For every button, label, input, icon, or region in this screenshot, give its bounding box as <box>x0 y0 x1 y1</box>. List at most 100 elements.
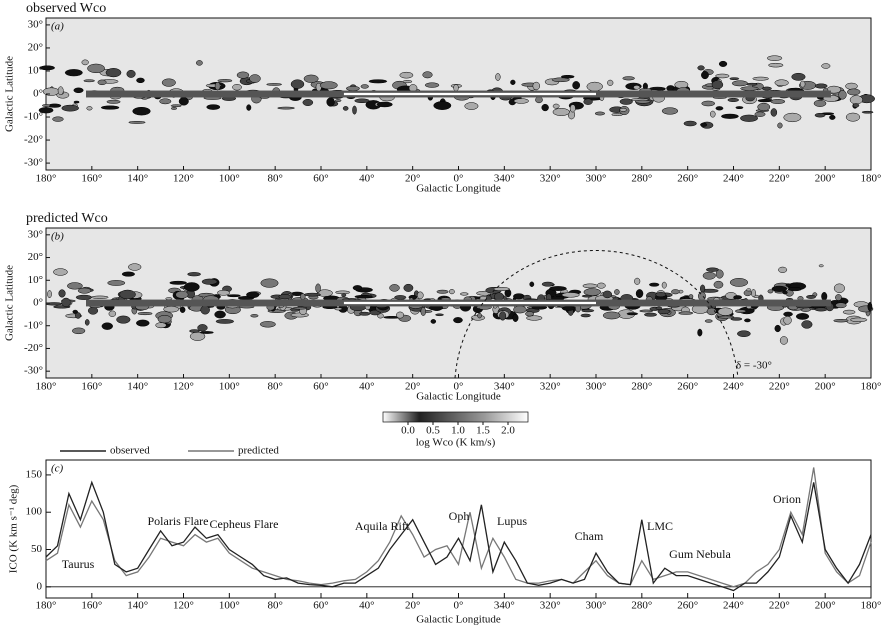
cloud <box>783 112 802 123</box>
annotation: Polaris Flare <box>148 514 209 528</box>
annotation: Oph <box>449 509 470 523</box>
cloud <box>187 272 201 277</box>
cloud <box>842 309 856 315</box>
cloud <box>770 108 778 117</box>
cloud <box>67 282 83 290</box>
cloud <box>73 87 84 94</box>
y-tick-label: 0 <box>37 580 43 592</box>
cloud <box>169 280 187 285</box>
cloud <box>715 73 730 79</box>
cloud <box>766 55 783 61</box>
cloud <box>717 315 735 319</box>
panel-label: (c) <box>51 463 64 475</box>
x-tick-label: 140° <box>127 173 148 185</box>
cloud <box>552 103 560 109</box>
annotation: δ = -30° <box>736 360 772 372</box>
y-tick-label: -30° <box>24 365 43 377</box>
cloud <box>683 120 697 127</box>
cloud <box>183 282 200 292</box>
annotation: Gum Nebula <box>669 547 731 561</box>
cloud <box>136 319 150 327</box>
cloud <box>529 281 535 287</box>
x-tick-label: 220° <box>769 600 790 612</box>
cloud <box>661 281 667 289</box>
annotation: LMC <box>647 519 673 533</box>
cloud <box>731 80 748 87</box>
cloud <box>227 294 241 298</box>
cloud <box>100 105 120 110</box>
annotation: Taurus <box>62 557 95 571</box>
cloud <box>236 71 250 79</box>
cloud <box>75 312 82 319</box>
cloud <box>354 294 373 299</box>
cloud <box>700 122 708 127</box>
annotation: Cham <box>575 529 604 543</box>
cloud <box>513 305 527 314</box>
cloud <box>399 71 414 79</box>
cloud <box>159 98 172 105</box>
cloud <box>729 77 740 81</box>
x-tick-label: 20° <box>405 173 420 185</box>
x-tick-label: 300° <box>586 381 607 393</box>
x-tick-label: 100° <box>219 600 240 612</box>
x-tick-label: 120° <box>173 600 194 612</box>
cloud <box>315 283 321 293</box>
cloud <box>622 76 635 81</box>
cloud <box>821 63 831 69</box>
cloud <box>852 103 860 108</box>
x-tick-label: 280° <box>631 173 652 185</box>
cloud <box>713 280 724 289</box>
cloud <box>771 285 788 292</box>
cloud <box>352 285 363 291</box>
cloud <box>155 322 167 329</box>
x-tick-label: 260° <box>677 381 698 393</box>
colorbar <box>382 411 529 423</box>
cloud <box>783 316 792 325</box>
cloud <box>644 312 657 317</box>
annotation: Cepheus Flare <box>210 517 279 531</box>
x-tick-label: 0° <box>454 173 464 185</box>
cloud <box>246 104 252 111</box>
panel-title: observed Wco <box>26 1 106 16</box>
cloud <box>453 84 459 92</box>
y-tick-label: 50 <box>31 543 43 555</box>
cloud <box>157 315 172 324</box>
cloud <box>847 88 861 96</box>
x-tick-label: 40° <box>359 173 374 185</box>
x-tick-label: 40° <box>359 381 374 393</box>
cloud <box>569 104 576 113</box>
colorbar-tick-label: 1.5 <box>476 425 490 437</box>
cloud <box>513 293 525 300</box>
cloud <box>586 81 603 92</box>
cloud <box>706 307 717 316</box>
cloud <box>704 319 713 323</box>
cloud <box>61 104 79 112</box>
cloud <box>549 286 567 291</box>
cloud <box>290 79 305 89</box>
cloud <box>717 307 734 316</box>
cloud <box>711 80 724 90</box>
plane-core <box>343 301 596 305</box>
cloud <box>408 84 418 92</box>
cloud <box>813 99 827 107</box>
cloud <box>354 98 370 104</box>
y-tick-label: -10° <box>24 111 43 123</box>
cloud <box>791 72 806 81</box>
cloud <box>430 319 437 324</box>
cloud <box>777 122 783 129</box>
x-axis-label: Galactic Longitude <box>416 614 501 626</box>
cloud <box>799 80 806 88</box>
cloud <box>259 321 276 328</box>
x-tick-label: 180° <box>36 600 57 612</box>
cloud <box>607 79 614 86</box>
cloud <box>246 291 260 299</box>
cloud <box>783 311 793 317</box>
cloud <box>64 69 83 77</box>
cloud <box>698 291 706 301</box>
y-tick-label: 10° <box>28 274 43 286</box>
x-tick-label: 340° <box>494 173 515 185</box>
cloud <box>87 63 105 74</box>
cloud <box>84 319 90 326</box>
series-line <box>45 467 872 588</box>
x-tick-label: 180° <box>36 173 57 185</box>
